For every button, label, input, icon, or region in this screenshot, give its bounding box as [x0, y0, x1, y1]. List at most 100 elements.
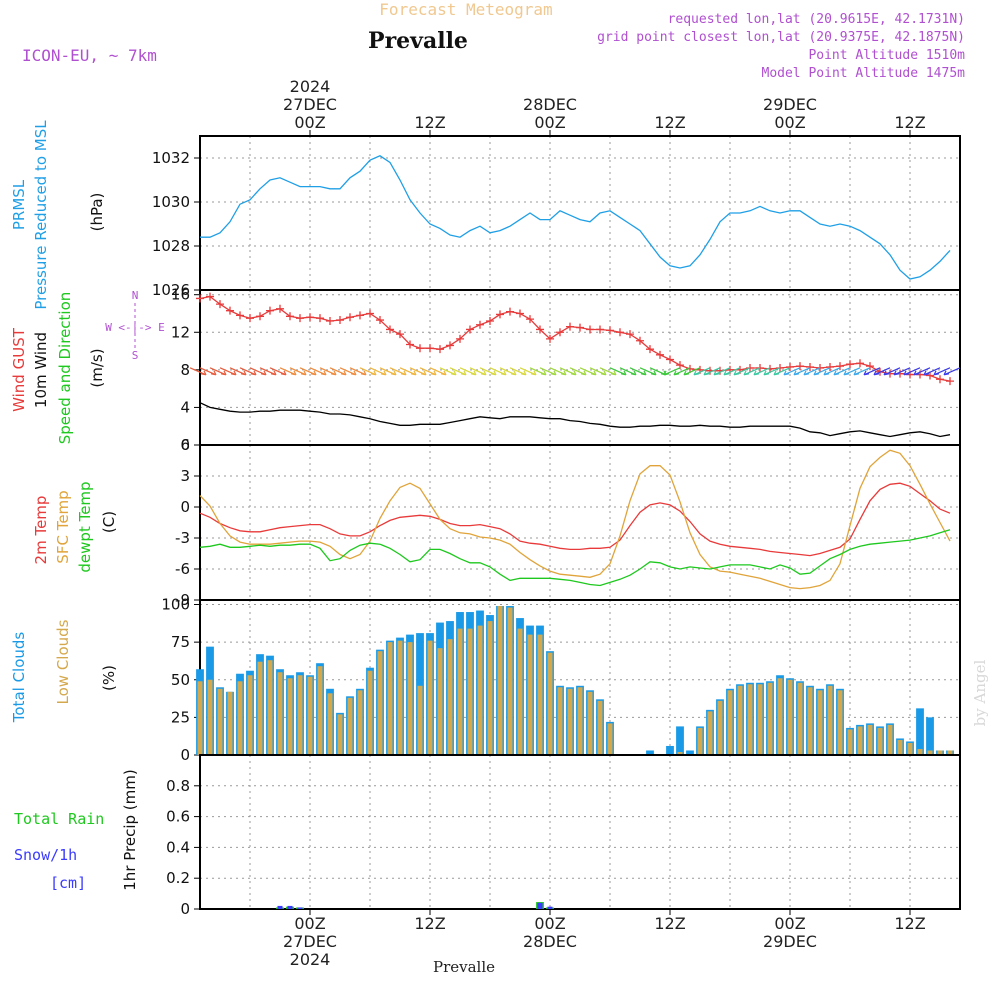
wind-direction-arrow	[823, 367, 841, 376]
gust-point	[486, 317, 494, 325]
precip-unit: 1hr Precip (mm)	[121, 769, 139, 890]
bar-low-clouds	[927, 750, 933, 755]
gust-point	[616, 328, 624, 337]
y-tick-label: -9	[175, 591, 190, 609]
gust-point	[516, 309, 524, 318]
bar-total-clouds	[686, 750, 694, 755]
wind-direction-arrow	[289, 367, 307, 376]
point-altitude: Point Altitude 1510m	[808, 48, 965, 63]
bar-low-clouds	[717, 700, 723, 755]
wind-direction-arrow	[773, 367, 791, 376]
y-tick-label: 0.6	[166, 808, 190, 826]
bar-low-clouds	[697, 727, 703, 755]
bar-total-clouds	[676, 726, 684, 755]
bar-low-clouds	[547, 652, 553, 755]
bar-total-clouds	[666, 745, 674, 755]
gust-point	[276, 304, 284, 313]
wind-direction-arrow	[763, 367, 781, 376]
gust-point	[306, 313, 314, 322]
bar-low-clouds	[377, 651, 383, 755]
wind-direction-arrow	[539, 367, 557, 376]
series-dewpt-temp	[199, 529, 951, 587]
wind-direction-arrow	[579, 367, 597, 376]
wind-direction-arrow	[783, 367, 801, 376]
bar-low-clouds	[497, 606, 503, 755]
y-tick-label: -6	[175, 560, 190, 578]
gust-point	[336, 316, 344, 325]
wind-direction-arrow	[529, 367, 547, 376]
y-tick-label: 0	[180, 436, 190, 454]
bar-low-clouds	[817, 690, 823, 755]
wind-direction-arrow	[753, 367, 771, 376]
bar-low-clouds	[257, 661, 263, 755]
bar-low-clouds	[217, 688, 223, 755]
wind-direction-arrow	[439, 367, 457, 376]
time-label-top: 12Z	[894, 113, 925, 132]
bar-low-clouds	[887, 724, 893, 755]
wind-direction-arrow	[673, 367, 691, 376]
gust-point	[236, 311, 244, 320]
bar-low-clouds	[867, 724, 873, 755]
gust-point	[266, 306, 274, 315]
gust-point	[396, 330, 404, 339]
bar-low-clouds	[227, 691, 233, 755]
wind-direction-arrow	[349, 367, 367, 376]
time-label-bottom: 27DEC	[283, 932, 337, 951]
clouds-unit: (%)	[100, 665, 118, 691]
watermark: by Angel	[971, 659, 989, 726]
wind-direction-arrow	[339, 367, 357, 376]
wind-label: 10m Wind	[32, 332, 50, 408]
wind-direction-arrow	[863, 367, 881, 376]
wind-direction-arrow	[609, 367, 627, 376]
model-label: ICON-EU, ~ 7km	[22, 46, 157, 65]
temp-unit: (C)	[100, 511, 118, 533]
bar-low-clouds	[467, 628, 473, 755]
wind-direction-arrow	[743, 367, 761, 376]
bar-low-clouds	[597, 700, 603, 755]
bar-low-clouds	[487, 621, 493, 755]
gust-point	[206, 292, 214, 301]
gust-point	[636, 336, 644, 345]
wind-direction-arrow	[813, 367, 831, 376]
gust-point	[426, 344, 434, 353]
bar-snow-1h	[547, 906, 553, 909]
y-tick-label: 75	[171, 633, 190, 651]
rain-label: Total Rain	[14, 810, 104, 828]
pressure-unit: (hPa)	[88, 193, 106, 232]
wind-direction-arrow	[903, 367, 921, 376]
wind-direction-arrow	[923, 367, 941, 376]
gust-point	[476, 320, 484, 329]
bar-snow-1h	[537, 902, 543, 909]
time-label-bottom: 29DEC	[763, 932, 817, 951]
wind-direction-arrow	[409, 367, 427, 376]
series-prmsl	[200, 155, 951, 280]
series-sfc-temp	[199, 449, 951, 590]
snow-label: Snow/1h	[14, 846, 77, 864]
wind-direction-arrow	[693, 367, 711, 376]
gust-label: Wind GUST	[10, 327, 28, 412]
bar-low-clouds	[347, 697, 353, 755]
bar-low-clouds	[587, 691, 593, 755]
gust-point	[936, 375, 944, 384]
gust-point	[416, 344, 424, 353]
wind-direction-arrow	[589, 367, 607, 376]
wind-direction-arrow	[429, 367, 447, 376]
time-label-bottom: 12Z	[654, 914, 685, 933]
gust-point	[526, 315, 534, 324]
y-tick-label: 1026	[152, 281, 190, 299]
bar-low-clouds	[367, 670, 373, 755]
gust-point	[346, 313, 354, 322]
y-tick-label: 1030	[152, 193, 190, 211]
bar-low-clouds	[677, 751, 683, 755]
time-label-top: 00Z	[534, 113, 565, 132]
gust-point	[216, 300, 224, 309]
wind-direction-arrow	[399, 367, 417, 376]
y-tick-label: 0	[180, 498, 190, 516]
time-label-bottom: 12Z	[894, 914, 925, 933]
wind-direction-arrow	[419, 367, 437, 376]
gust-point	[836, 362, 844, 371]
bar-low-clouds	[737, 685, 743, 755]
bar-low-clouds	[237, 681, 243, 755]
snow-unit: [cm]	[50, 874, 86, 892]
wind-direction-arrow	[269, 367, 287, 376]
